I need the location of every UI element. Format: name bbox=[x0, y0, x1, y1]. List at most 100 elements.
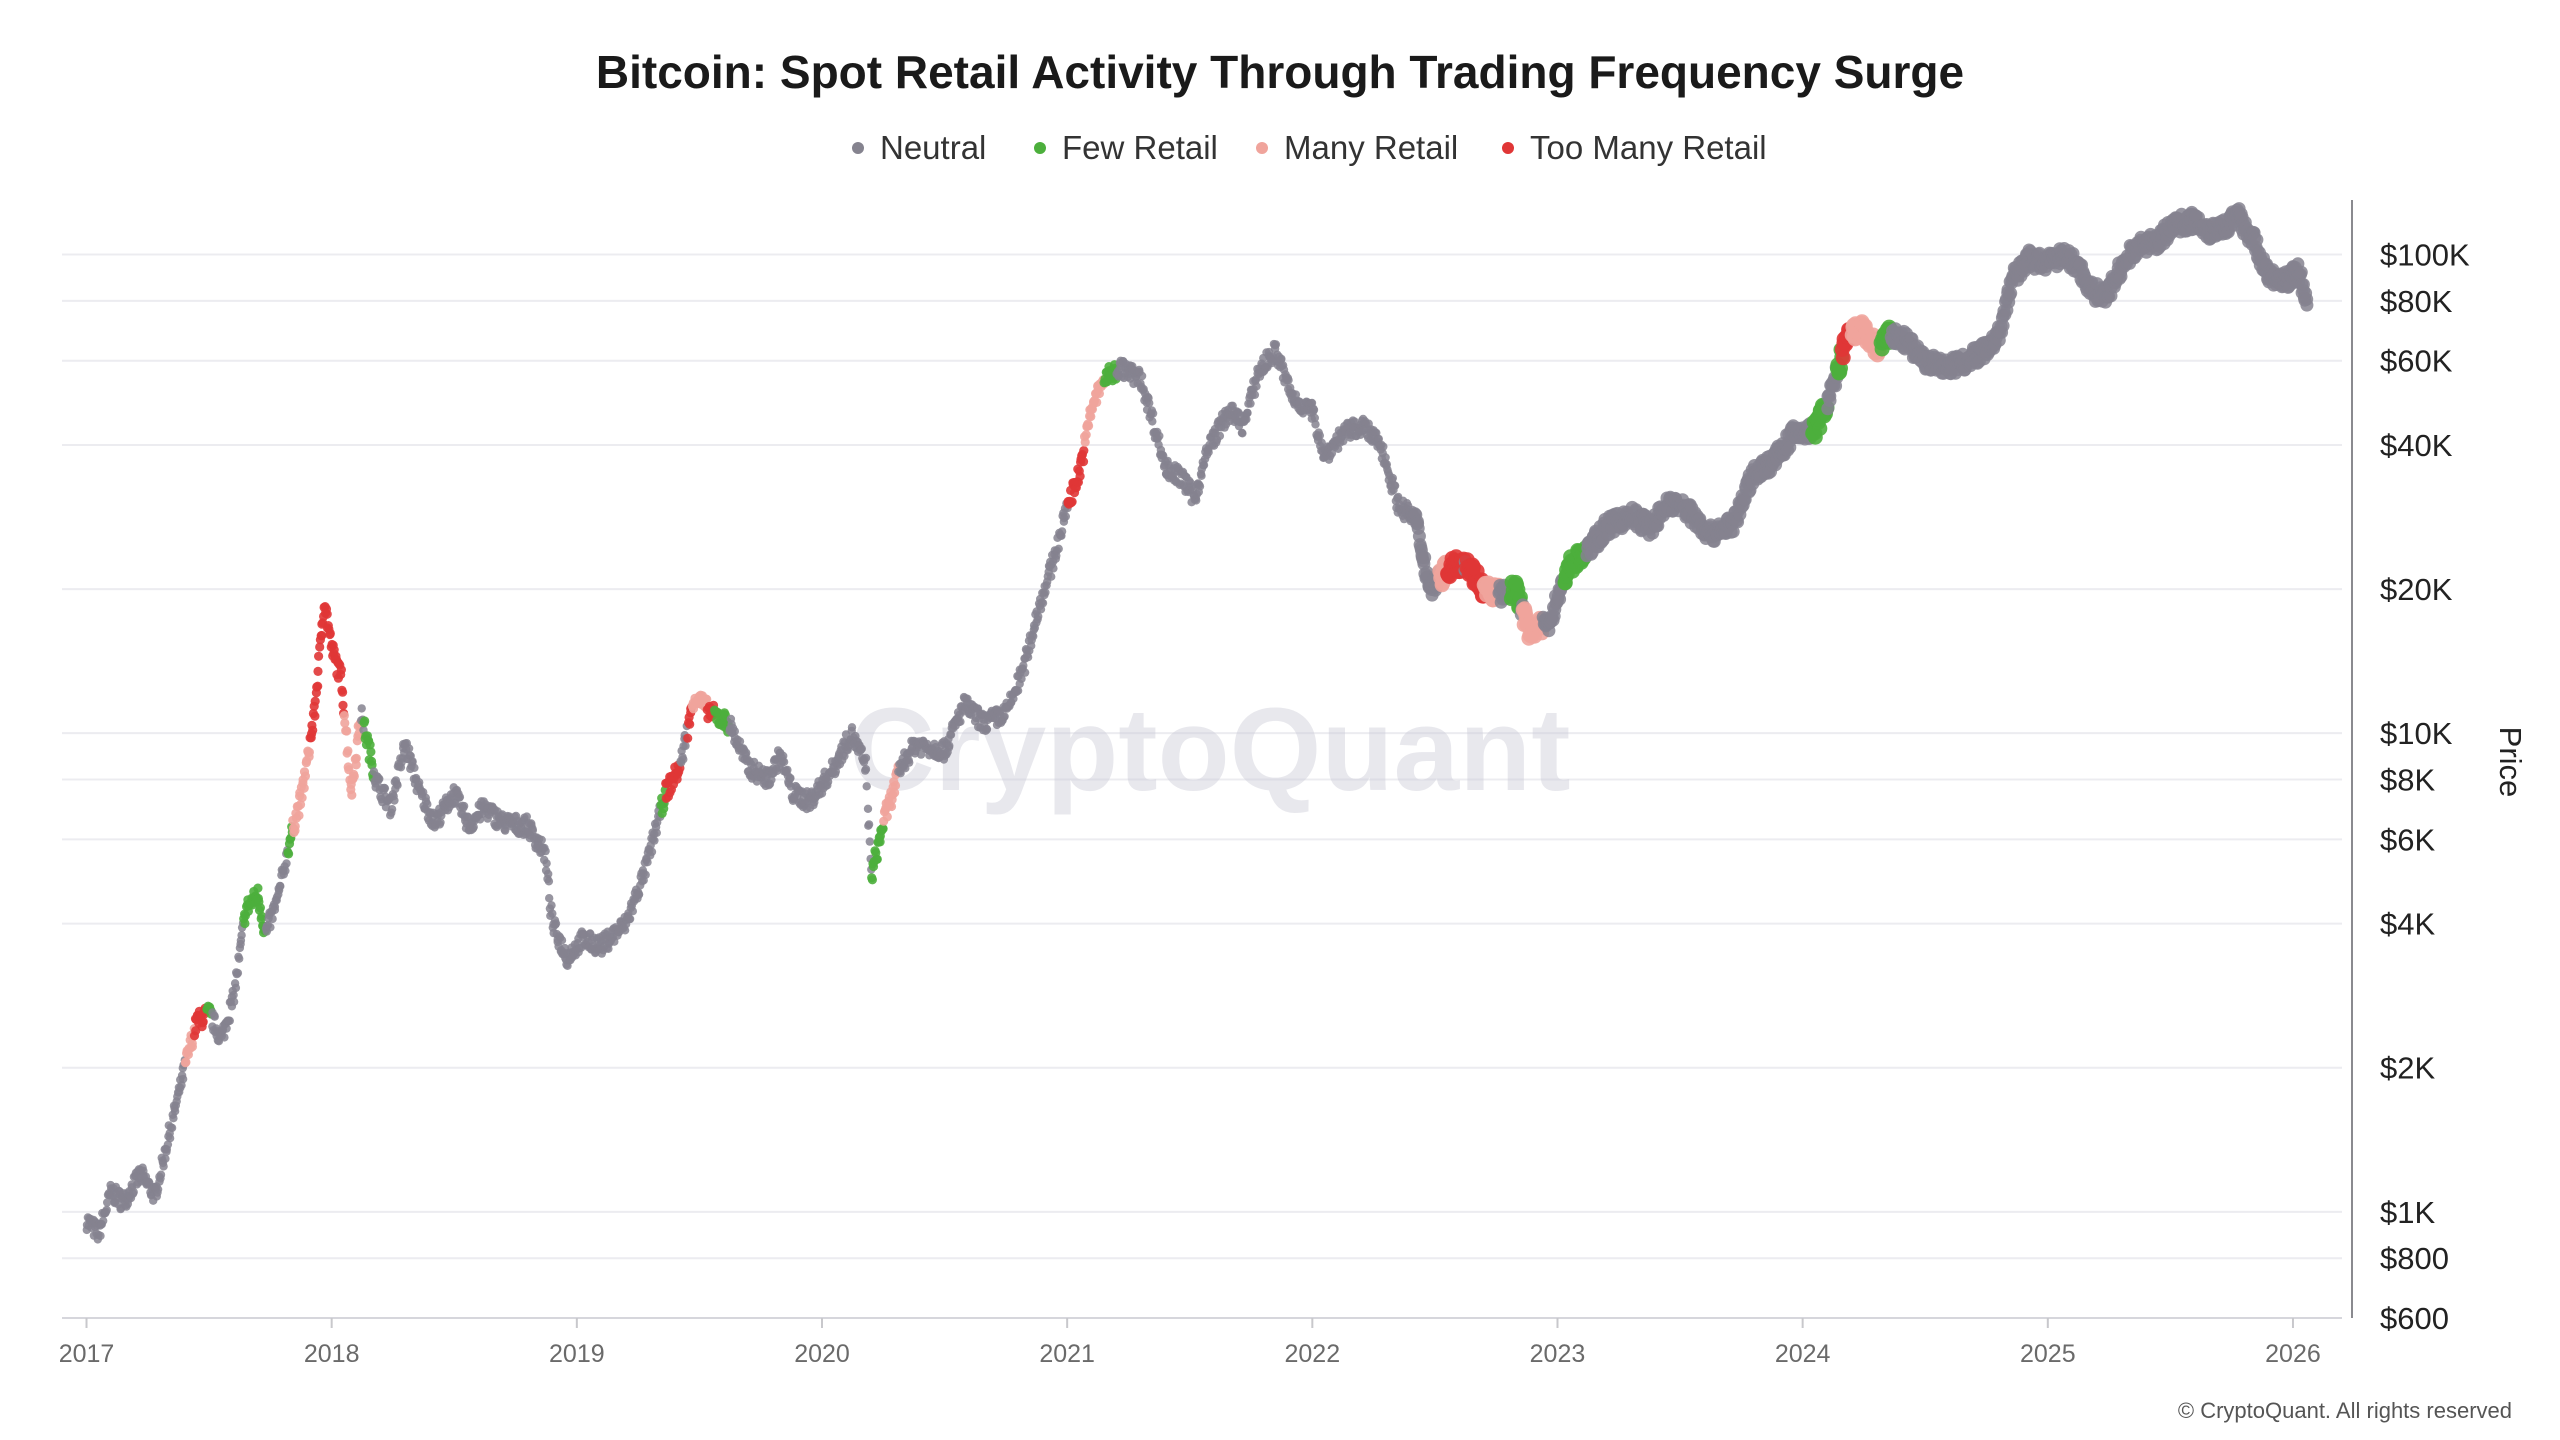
point-neutral bbox=[1309, 405, 1319, 415]
point-too-many-retail bbox=[338, 700, 348, 710]
point-many-retail bbox=[886, 801, 897, 812]
point-neutral bbox=[1054, 544, 1063, 553]
point-many-retail bbox=[890, 780, 901, 791]
point-neutral bbox=[1013, 686, 1023, 695]
point-neutral bbox=[1145, 398, 1154, 408]
legend-item-few-retail[interactable]: Few Retail bbox=[1034, 129, 1218, 166]
point-few-retail bbox=[867, 875, 878, 885]
point-neutral bbox=[1049, 564, 1058, 573]
point-neutral bbox=[1277, 354, 1286, 364]
point-neutral bbox=[375, 774, 384, 783]
point-neutral bbox=[178, 1074, 188, 1084]
point-too-many-retail bbox=[310, 696, 320, 706]
point-neutral bbox=[156, 1170, 166, 1179]
point-neutral bbox=[436, 818, 445, 827]
y-tick-label: $1K bbox=[2380, 1195, 2435, 1230]
point-few-retail bbox=[240, 918, 250, 929]
point-neutral bbox=[1317, 438, 1326, 447]
point-neutral bbox=[767, 775, 776, 784]
point-neutral bbox=[541, 846, 550, 856]
point-neutral bbox=[1250, 390, 1260, 399]
point-neutral bbox=[1020, 668, 1030, 677]
point-few-retail bbox=[255, 903, 265, 913]
x-tick-label: 2019 bbox=[549, 1340, 605, 1368]
point-neutral bbox=[220, 1033, 229, 1042]
x-tick-label: 2022 bbox=[1285, 1340, 1341, 1368]
point-too-many-retail bbox=[308, 725, 318, 735]
point-neutral bbox=[1238, 429, 1247, 438]
y-tick-label: $4K bbox=[2380, 907, 2435, 942]
x-tick-label: 2021 bbox=[1039, 1340, 1095, 1368]
point-neutral bbox=[730, 727, 739, 736]
point-few-retail bbox=[365, 740, 375, 750]
y-tick-label: $60K bbox=[2380, 344, 2453, 379]
point-too-many-retail bbox=[1075, 471, 1085, 481]
point-neutral bbox=[1137, 371, 1147, 381]
point-neutral bbox=[847, 723, 857, 732]
point-neutral bbox=[1047, 572, 1056, 581]
point-neutral bbox=[1061, 512, 1071, 521]
point-neutral bbox=[1215, 431, 1225, 441]
y-tick-label: $10K bbox=[2380, 716, 2453, 751]
point-neutral bbox=[1379, 442, 1388, 451]
point-neutral bbox=[235, 954, 244, 963]
legend-item-many-retail[interactable]: Many Retail bbox=[1256, 129, 1458, 166]
point-few-retail bbox=[360, 716, 370, 726]
x-tick-label: 2023 bbox=[1530, 1340, 1586, 1368]
point-neutral bbox=[544, 869, 553, 879]
point-neutral bbox=[742, 748, 751, 757]
point-neutral bbox=[1996, 319, 2010, 333]
point-neutral bbox=[786, 773, 795, 783]
point-neutral bbox=[647, 847, 657, 856]
point-neutral bbox=[865, 837, 874, 846]
point-neutral bbox=[1204, 448, 1213, 457]
legend-item-too-many-retail[interactable]: Too Many Retail bbox=[1502, 129, 1767, 166]
y-axis-title: Price bbox=[2493, 727, 2528, 798]
point-neutral bbox=[1334, 444, 1343, 453]
point-many-retail bbox=[1086, 411, 1096, 422]
point-neutral bbox=[652, 828, 661, 837]
point-too-many-retail bbox=[314, 651, 324, 661]
point-too-many-retail bbox=[336, 665, 346, 675]
legend-item-neutral[interactable]: Neutral bbox=[852, 129, 986, 166]
y-tick-label: $2K bbox=[2380, 1051, 2435, 1086]
point-neutral bbox=[1388, 473, 1398, 483]
point-many-retail bbox=[304, 747, 314, 757]
point-neutral bbox=[281, 866, 290, 875]
y-tick-label: $6K bbox=[2380, 822, 2435, 857]
point-neutral bbox=[387, 805, 397, 814]
point-neutral bbox=[423, 800, 432, 809]
point-too-many-retail bbox=[1835, 350, 1851, 366]
watermark: CryptoQuant bbox=[849, 684, 1570, 816]
point-neutral bbox=[169, 1114, 178, 1123]
point-neutral bbox=[522, 812, 531, 821]
point-neutral bbox=[2294, 265, 2308, 279]
point-too-many-retail bbox=[1067, 497, 1077, 507]
point-many-retail bbox=[342, 726, 352, 736]
y-tick-label: $800 bbox=[2380, 1241, 2449, 1276]
point-neutral bbox=[1310, 413, 1320, 423]
point-neutral bbox=[643, 858, 652, 867]
x-tick-label: 2024 bbox=[1775, 1340, 1831, 1368]
point-neutral bbox=[222, 1024, 231, 1033]
point-few-retail bbox=[257, 911, 267, 922]
point-neutral bbox=[2300, 298, 2314, 312]
point-neutral bbox=[103, 1198, 112, 1207]
point-neutral bbox=[99, 1216, 108, 1226]
point-neutral bbox=[229, 997, 239, 1006]
point-many-retail bbox=[351, 753, 361, 763]
point-neutral bbox=[410, 763, 419, 772]
point-neutral bbox=[96, 1231, 105, 1241]
point-neutral bbox=[1243, 408, 1252, 418]
point-neutral bbox=[864, 820, 874, 829]
point-too-many-retail bbox=[315, 642, 325, 652]
point-neutral bbox=[1195, 482, 1205, 491]
point-few-retail bbox=[366, 747, 376, 757]
point-neutral bbox=[459, 801, 469, 811]
legend: Neutral Few Retail Many Retail Too Many … bbox=[852, 129, 1767, 166]
point-many-retail bbox=[347, 790, 357, 800]
y-tick-label: $80K bbox=[2380, 284, 2453, 319]
y-tick-label: $100K bbox=[2380, 238, 2470, 273]
y-axis-ticks: $100K $80K $60K $40K $20K $10K $8K $6K $4K $2K $1K… bbox=[2380, 238, 2470, 1336]
